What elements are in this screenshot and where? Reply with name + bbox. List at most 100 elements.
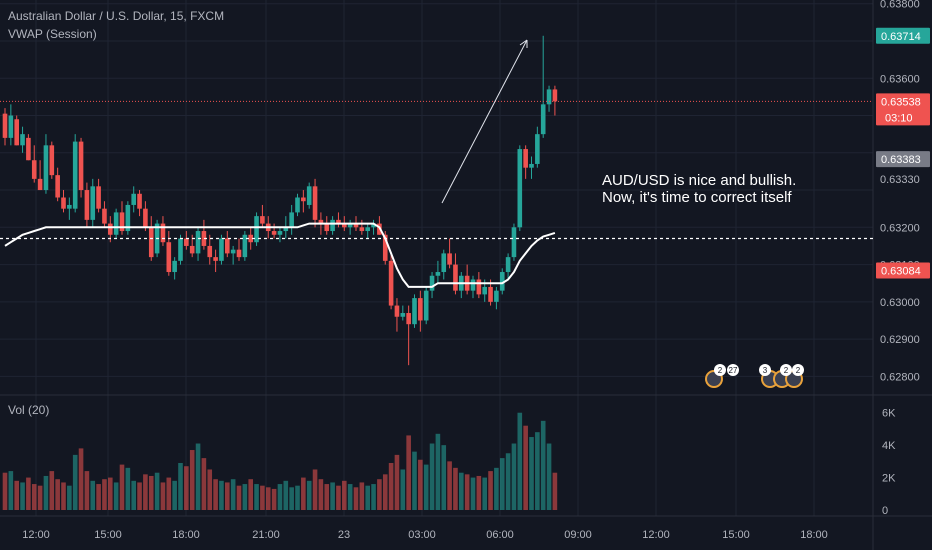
- volume-bar-17: [102, 479, 107, 510]
- price-tick-1: 0.63600: [880, 73, 920, 85]
- event-count-bg-3: [780, 364, 792, 376]
- trend-arrow-line: [441, 39, 528, 204]
- vwap-line: [4, 222, 556, 288]
- volume-bar-43: [254, 484, 259, 510]
- candle-body-9: [55, 175, 60, 198]
- volume-bar-54: [318, 479, 324, 510]
- volume-bar-8: [49, 471, 55, 510]
- vwap-price-label-bg: [876, 151, 930, 168]
- candle-body-5: [31, 160, 37, 179]
- candle-body-57: [336, 219, 341, 224]
- candle-body-58: [342, 223, 347, 228]
- volume-bar-4: [26, 477, 31, 510]
- price-tick-3: 0.63200: [880, 222, 920, 234]
- candle-body-85: [499, 272, 505, 291]
- volume-bar-71: [418, 459, 423, 510]
- candle-body-65: [382, 234, 388, 261]
- volume-bar-83: [488, 471, 493, 510]
- low-price-label: 0.63084: [881, 266, 921, 278]
- overlay-lines: [0, 39, 873, 288]
- candle-body-23: [137, 193, 142, 209]
- candle-body-34: [201, 231, 207, 246]
- price-tick-7: 0.62800: [880, 371, 920, 383]
- candle-body-92: [540, 104, 546, 135]
- volume-bar-27: [160, 482, 166, 510]
- volume-bar-80: [470, 477, 476, 510]
- volume-bar-22: [131, 480, 136, 510]
- time-tick-0: 12:00: [22, 529, 50, 541]
- candle-body-69: [406, 313, 411, 325]
- volume-bar-36: [213, 479, 218, 510]
- volume-bar-16: [96, 484, 101, 510]
- volume-bar-20: [119, 464, 125, 510]
- candle-body-21: [125, 204, 131, 232]
- volume-bar-58: [342, 480, 347, 510]
- time-tick-2: 18:00: [172, 529, 200, 541]
- volume-bar-66: [388, 462, 394, 510]
- volume-bars: [2, 412, 558, 510]
- candle-body-94: [552, 89, 558, 102]
- volume-bar-59: [347, 484, 353, 510]
- volume-bar-81: [476, 475, 482, 510]
- candle-body-12: [72, 141, 78, 209]
- volume-bar-24: [143, 474, 148, 510]
- candle-body-22: [131, 193, 136, 205]
- volume-bar-55: [324, 484, 330, 510]
- candle-body-53: [312, 186, 318, 220]
- volume-bar-67: [394, 454, 400, 510]
- candle-body-46: [271, 231, 277, 235]
- candle-body-81: [476, 279, 482, 295]
- volume-bar-86: [505, 453, 511, 510]
- volume-bar-13: [78, 448, 84, 510]
- candle-body-15: [90, 186, 96, 220]
- volume-bar-12: [72, 454, 78, 510]
- candle-body-39: [230, 249, 236, 254]
- candle-body-82: [482, 286, 487, 295]
- volume-bar-39: [230, 479, 236, 510]
- volume-bar-44: [260, 485, 265, 510]
- indicator-label: VWAP (Session): [8, 27, 97, 41]
- price-axis[interactable]: 0.638000.636000.633300.632000.631000.630…: [880, 0, 920, 383]
- time-tick-4: 23: [338, 529, 350, 541]
- volume-bar-51: [301, 477, 306, 510]
- candle-body-42: [248, 234, 253, 243]
- candle-body-76: [447, 253, 452, 265]
- volume-bar-14: [84, 471, 90, 510]
- volume-bar-5: [31, 484, 37, 510]
- volume-bar-85: [499, 458, 505, 510]
- candle-body-54: [318, 219, 324, 224]
- volume-bar-21: [125, 467, 131, 510]
- candle-body-75: [441, 253, 447, 273]
- volume-axis[interactable]: 6K 4K 2K 0: [882, 408, 896, 517]
- event-count-bg-4: [792, 364, 804, 376]
- candle-body-8: [49, 145, 55, 176]
- candle-body-36: [213, 257, 218, 261]
- candle-body-35: [207, 245, 213, 258]
- countdown-label: 03:10: [885, 112, 913, 124]
- chart-annotation: AUD/USD is nice and bullish. Now, it's t…: [602, 172, 796, 206]
- candle-body-93: [546, 89, 552, 105]
- candle-body-30: [178, 238, 183, 261]
- volume-bar-40: [236, 485, 242, 510]
- annotation-line-2: Now, it's time to correct itself: [602, 189, 792, 206]
- price-tick-5: 0.63000: [880, 297, 920, 309]
- candle-body-40: [236, 249, 242, 258]
- volume-bar-49: [289, 487, 294, 510]
- volume-bar-63: [371, 484, 376, 510]
- time-axis[interactable]: 12:00 15:00 18:00 21:00 23 03:00 06:00 09:00 12:…: [22, 529, 828, 541]
- volume-bar-34: [201, 458, 207, 510]
- event-badges[interactable]: 2 27 3 2 2: [705, 364, 804, 388]
- candle-body-18: [108, 223, 113, 235]
- volume-bar-79: [464, 474, 470, 510]
- volume-bar-61: [359, 482, 365, 510]
- volume-tick-3: 0: [882, 505, 888, 517]
- candle-body-37: [219, 238, 224, 261]
- volume-bar-78: [459, 472, 464, 510]
- volume-bar-72: [423, 464, 429, 510]
- volume-bar-45: [265, 487, 271, 510]
- candle-body-0: [2, 113, 8, 138]
- low-price-label-bg: [876, 262, 930, 279]
- volume-bar-76: [447, 461, 452, 510]
